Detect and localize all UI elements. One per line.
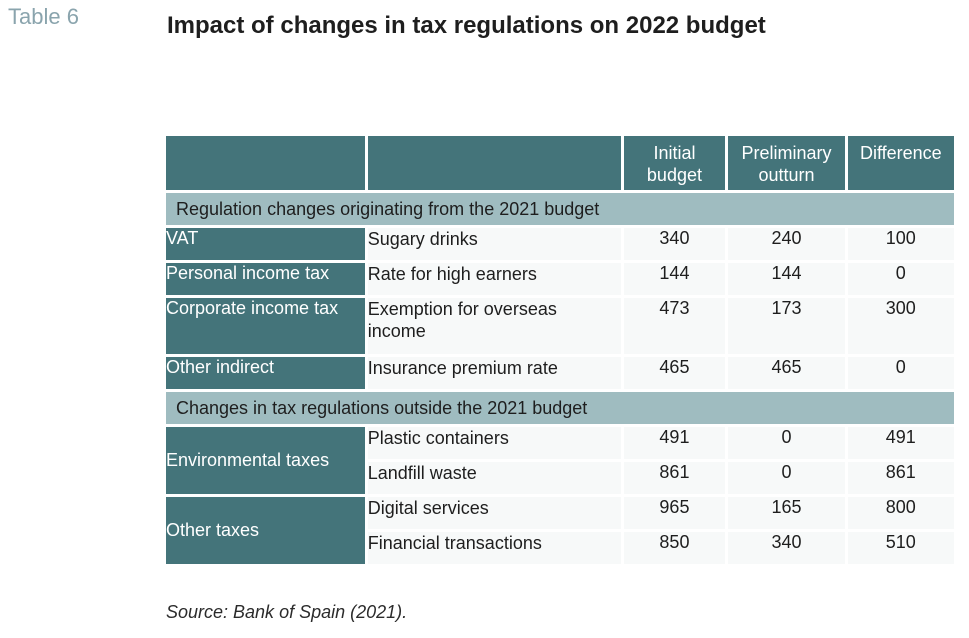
prelim-cell: 240 <box>728 228 845 260</box>
item-cell: Landfill waste <box>367 462 621 494</box>
diff-cell: 491 <box>847 427 954 459</box>
diff-cell: 0 <box>847 263 954 295</box>
prelim-cell: 0 <box>728 462 845 494</box>
initial-cell: 861 <box>623 462 726 494</box>
tax-cell: Corporate income tax <box>166 298 365 354</box>
tax-cell: VAT <box>166 228 365 260</box>
prelim-cell: 0 <box>728 427 845 459</box>
section-heading-2021: Regulation changes originating from the … <box>166 193 954 225</box>
header-prelim-line1: Preliminary <box>741 143 832 163</box>
header-blank-item <box>367 136 621 190</box>
item-cell: Digital services <box>367 497 621 529</box>
header-preliminary-outturn: Preliminary outturn <box>728 136 845 190</box>
source-note: Source: Bank of Spain (2021). <box>166 602 408 622</box>
item-cell: Rate for high earners <box>367 263 621 295</box>
prelim-cell: 465 <box>728 357 845 389</box>
header-blank-tax <box>166 136 365 190</box>
table-row: Landfill waste 861 0 861 <box>166 462 954 494</box>
item-cell: Financial transactions <box>367 532 621 564</box>
diff-cell: 0 <box>847 357 954 389</box>
item-cell: Plastic containers <box>367 427 621 459</box>
item-cell-line1: Exemption for overseas <box>367 299 557 319</box>
header-difference: Difference <box>847 136 954 190</box>
initial-cell: 144 <box>623 263 726 295</box>
item-cell: Insurance premium rate <box>367 357 621 389</box>
table-row: Corporate income tax Exemption for overs… <box>166 298 954 354</box>
prelim-cell: 165 <box>728 497 845 529</box>
item-cell: Exemption for overseas income <box>367 298 621 354</box>
diff-cell: 800 <box>847 497 954 529</box>
tax-impact-table: Initial budget Preliminary outturn Diffe… <box>163 133 957 567</box>
prelim-cell: 340 <box>728 532 845 564</box>
initial-cell: 465 <box>623 357 726 389</box>
initial-cell: 965 <box>623 497 726 529</box>
initial-cell: 491 <box>623 427 726 459</box>
initial-cell: 340 <box>623 228 726 260</box>
initial-cell: 473 <box>623 298 726 354</box>
header-initial-line2: budget <box>646 165 702 185</box>
table-number-label: Table 6 <box>8 4 79 29</box>
prelim-cell: 144 <box>728 263 845 295</box>
table-row: Other indirect Insurance premium rate 46… <box>166 357 954 389</box>
section-heading-row: Regulation changes originating from the … <box>166 193 954 225</box>
header-initial-line1: Initial <box>653 143 696 163</box>
tax-cell: Other indirect <box>166 357 365 389</box>
diff-cell: 300 <box>847 298 954 354</box>
item-cell: Sugary drinks <box>367 228 621 260</box>
table-header-row: Initial budget Preliminary outturn Diffe… <box>166 136 954 190</box>
table-row: Other taxes Digital services 965 165 800 <box>166 497 954 564</box>
section-heading-row: Changes in tax regulations outside the 2… <box>166 392 954 424</box>
item-cell-line2: income <box>367 321 426 341</box>
diff-cell: 510 <box>847 532 954 564</box>
header-prelim-line2: outturn <box>758 165 815 185</box>
table-row: Environmental taxes Plastic containers 4… <box>166 427 954 494</box>
table-row: VAT Sugary drinks 340 240 100 <box>166 228 954 260</box>
header-initial-budget: Initial budget <box>623 136 726 190</box>
diff-cell: 100 <box>847 228 954 260</box>
diff-cell: 861 <box>847 462 954 494</box>
initial-cell: 850 <box>623 532 726 564</box>
section-heading-outside: Changes in tax regulations outside the 2… <box>166 392 954 424</box>
tax-cell: Personal income tax <box>166 263 365 295</box>
table-title: Impact of changes in tax regulations on … <box>167 12 766 39</box>
table-row: Financial transactions 850 340 510 <box>166 532 954 564</box>
tax-cell: Environmental taxes <box>166 427 365 494</box>
table-row: Personal income tax Rate for high earner… <box>166 263 954 295</box>
tax-cell: Other taxes <box>166 497 365 564</box>
prelim-cell: 173 <box>728 298 845 354</box>
